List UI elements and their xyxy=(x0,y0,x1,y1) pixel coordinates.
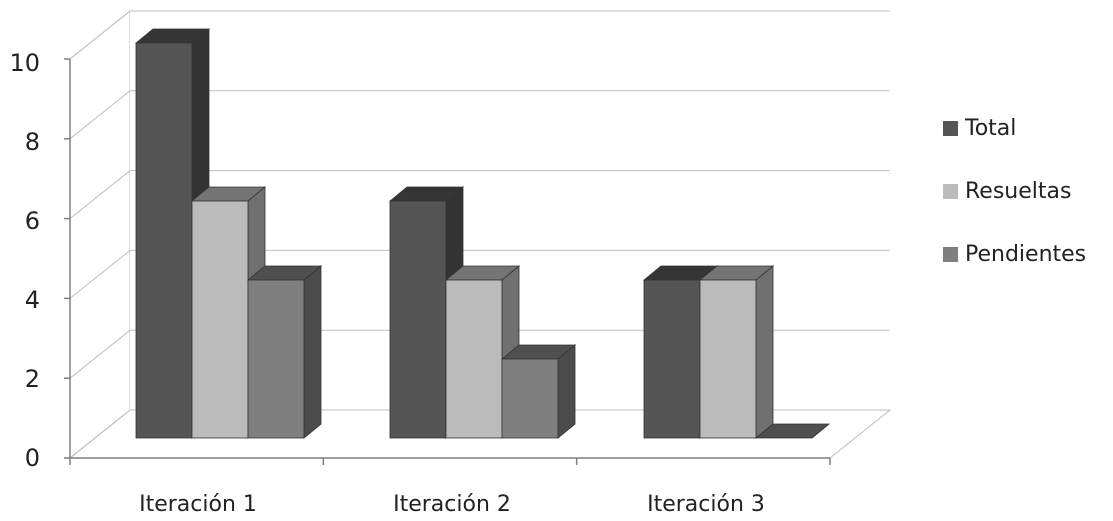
legend-swatch-resueltas xyxy=(943,184,958,199)
y-tick-label-4: 4 xyxy=(25,286,40,314)
bar-side xyxy=(755,265,774,439)
legend-label-pendientes: Pendientes xyxy=(965,242,1086,267)
y-tick-label-10: 10 xyxy=(9,49,40,77)
bar-front xyxy=(445,279,503,439)
gridline-side-2 xyxy=(69,329,131,379)
bar-side xyxy=(811,423,830,439)
gridline-side-4 xyxy=(69,250,131,299)
bars xyxy=(134,28,831,439)
gridline-side-8 xyxy=(69,90,131,140)
bar-side xyxy=(557,344,576,439)
legend-label-total: Total xyxy=(964,116,1016,141)
legend-swatch-total xyxy=(943,121,958,136)
y-tick-label-2: 2 xyxy=(25,365,40,393)
x-category-label-2: Iteración 2 xyxy=(393,492,511,517)
bar-pendientes-1 xyxy=(246,265,323,439)
gridline-side-6 xyxy=(69,170,131,219)
side-wall xyxy=(69,9,131,460)
y-tick-label-0: 0 xyxy=(25,444,40,472)
bar-front xyxy=(699,279,757,439)
bar-side xyxy=(303,265,322,439)
axes xyxy=(64,58,831,465)
bar-pendientes-3 xyxy=(754,423,831,439)
bar-front xyxy=(389,200,447,439)
gridline-side-10 xyxy=(69,10,131,60)
legend-label-resueltas: Resueltas xyxy=(965,179,1071,204)
bar-pendientes-2 xyxy=(500,344,577,439)
bar-front xyxy=(643,279,701,439)
x-category-label-1: Iteración 1 xyxy=(139,492,257,517)
bar-front xyxy=(247,279,305,439)
bar-front xyxy=(191,200,249,439)
y-tick-label-6: 6 xyxy=(25,207,40,235)
bar-front xyxy=(501,358,559,439)
bar-front xyxy=(135,42,193,439)
x-category-label-3: Iteración 3 xyxy=(647,492,765,517)
bar-resueltas-3 xyxy=(698,265,775,439)
legend-swatch-pendientes xyxy=(943,247,958,262)
legend: Total Resueltas Pendientes xyxy=(943,116,1086,267)
gridlines xyxy=(69,10,890,459)
y-tick-label-8: 8 xyxy=(25,128,40,156)
